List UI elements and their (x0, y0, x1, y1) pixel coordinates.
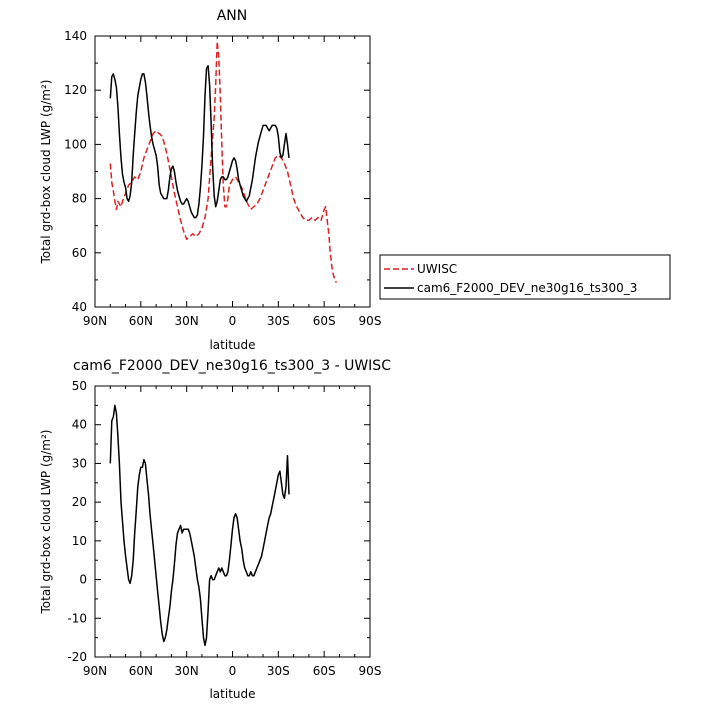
y-tick-label: 10 (72, 534, 87, 548)
legend: UWISC cam6_F2000_DEV_ne30g16_ts300_3 (379, 254, 671, 300)
chart-panel-1: ANN 90N 60N 30N 0 30S 60S 90S 40 60 80 100 120 140 lat… (39, 8, 671, 352)
y-tick-label: 0 (79, 573, 87, 587)
y-axis-label: Total grd-box cloud LWP (g/m²) (39, 80, 53, 265)
y-tick-label: 120 (64, 83, 87, 97)
y-tick-label: -10 (67, 611, 87, 625)
legend-label: UWISC (417, 262, 457, 276)
y-tick-label: 30 (72, 456, 87, 470)
series-line-uwisc (109, 40, 338, 283)
x-tick-label: 0 (229, 314, 237, 328)
chart-title: ANN (217, 8, 248, 24)
x-tick-label: 30N (175, 314, 199, 328)
chart-title: cam6_F2000_DEV_ne30g16_ts300_3 - UWISC (73, 358, 391, 374)
x-axis-label: latitude (209, 338, 255, 352)
y-tick-label: 100 (64, 137, 87, 151)
plot-frame (94, 35, 371, 308)
x-tick-label: 0 (229, 664, 237, 678)
x-tick-label: 60S (313, 664, 336, 678)
x-tick-label: 30S (267, 664, 290, 678)
x-tick-label: 30S (267, 314, 290, 328)
series-line-cam6-f2000-dev-ne30g16-ts300-3 (109, 65, 290, 219)
x-tick-label: 60N (129, 664, 153, 678)
x-tick-label: 60S (313, 314, 336, 328)
y-tick-label: 40 (72, 418, 87, 432)
y-tick-label: 80 (72, 192, 87, 206)
x-tick-label: 60N (129, 314, 153, 328)
y-tick-label: 40 (72, 300, 87, 314)
chart-panel-2: cam6_F2000_DEV_ne30g16_ts300_3 - UWISC 90… (39, 358, 391, 701)
x-tick-label: 90S (359, 314, 382, 328)
x-tick-label: 90N (83, 664, 107, 678)
x-tick-label: 30N (175, 664, 199, 678)
series-line-1 (109, 404, 290, 647)
x-axis-label: latitude (209, 687, 255, 701)
legend-box (379, 254, 671, 300)
y-tick-label: 50 (72, 379, 87, 393)
x-tick-label: 90N (83, 314, 107, 328)
x-tick-label: 90S (359, 664, 382, 678)
y-tick-label: -20 (67, 650, 87, 664)
y-axis-label: Total grd-box cloud LWP (g/m²) (39, 430, 53, 615)
y-tick-label: 140 (64, 29, 87, 43)
legend-label: cam6_F2000_DEV_ne30g16_ts300_3 (417, 281, 637, 295)
y-tick-label: 60 (72, 246, 87, 260)
y-tick-label: 20 (72, 495, 87, 509)
